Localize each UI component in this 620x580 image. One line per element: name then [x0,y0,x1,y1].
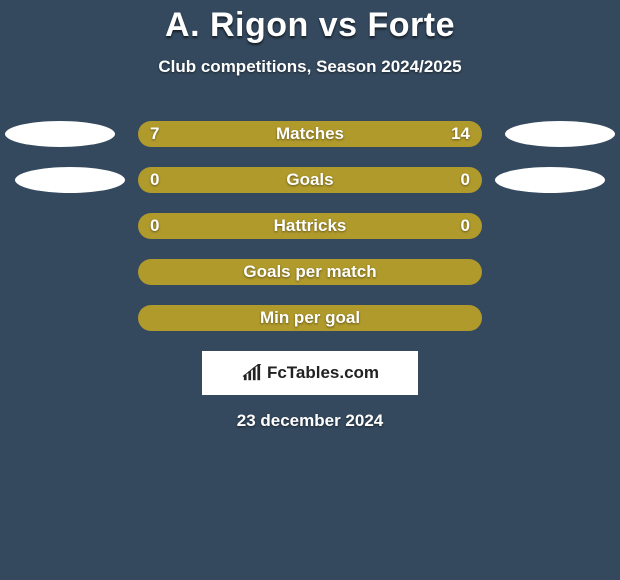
player-slot-right [495,167,605,193]
stat-row: Goals per match [0,259,620,285]
page-root: A. Rigon vs Forte Club competitions, Sea… [0,0,620,431]
stats-area: 714Matches 00Goals 00Hattricks Goals per ma… [0,121,620,331]
branding-text: FcTables.com [267,363,379,383]
bar-chart-icon [241,364,263,382]
player-slot-right [505,121,615,147]
stat-label: Matches [138,121,482,147]
stat-row: 00Goals [0,167,620,193]
stat-label: Goals [138,167,482,193]
stat-label: Hattricks [138,213,482,239]
stat-row: Min per goal [0,305,620,331]
stat-label: Min per goal [138,305,482,331]
page-title: A. Rigon vs Forte [0,6,620,45]
stat-row: 714Matches [0,121,620,147]
stat-bar: 00Hattricks [138,213,482,239]
branding-box: FcTables.com [202,351,418,395]
stat-bar: 714Matches [138,121,482,147]
stat-row: 00Hattricks [0,213,620,239]
stat-label: Goals per match [138,259,482,285]
stat-bar: Min per goal [138,305,482,331]
date-text: 23 december 2024 [0,411,620,431]
stat-bar: 00Goals [138,167,482,193]
stat-bar: Goals per match [138,259,482,285]
player-slot-left [15,167,125,193]
page-subtitle: Club competitions, Season 2024/2025 [0,57,620,77]
player-slot-left [5,121,115,147]
